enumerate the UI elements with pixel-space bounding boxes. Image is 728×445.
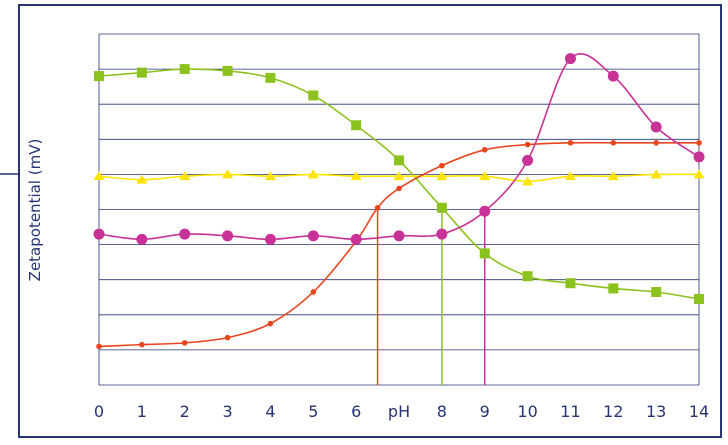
data-point-circle <box>436 228 448 240</box>
data-point-triangle <box>222 169 234 179</box>
x-tick-label: 5 <box>308 402 318 421</box>
data-point-circle <box>564 53 576 65</box>
data-point-square <box>651 286 662 297</box>
data-point-square <box>351 120 362 131</box>
x-tick-label: 2 <box>180 402 190 421</box>
data-point-dot <box>96 343 102 350</box>
series-yellow <box>93 169 705 186</box>
data-point-triangle <box>350 171 362 181</box>
data-point-triangle <box>93 171 105 181</box>
data-point-circle <box>93 228 105 240</box>
x-tick-label: 9 <box>480 402 490 421</box>
data-point-circle <box>136 233 148 245</box>
data-point-circle <box>350 233 362 245</box>
data-point-circle <box>650 121 662 133</box>
x-tick-label: 11 <box>560 402 580 421</box>
data-point-circle <box>479 205 491 217</box>
data-point-triangle <box>179 171 191 181</box>
data-point-square <box>94 71 104 82</box>
data-point-circle <box>393 230 405 242</box>
x-tick-label: pH <box>388 402 410 421</box>
x-tick-label: 13 <box>646 402 666 421</box>
data-point-triangle <box>264 171 276 181</box>
data-point-circle <box>222 230 234 242</box>
data-point-dot <box>181 340 188 346</box>
data-point-square <box>694 294 705 305</box>
data-point-dot <box>653 140 659 146</box>
series-magenta <box>93 52 705 245</box>
data-point-triangle <box>436 171 448 181</box>
series-group <box>93 52 705 350</box>
data-point-dot <box>524 141 531 148</box>
x-tick-label: 3 <box>222 402 232 421</box>
data-point-square <box>222 65 233 76</box>
series-line-magenta <box>98 52 700 241</box>
data-point-dot <box>139 341 145 348</box>
series-line-red <box>98 141 700 348</box>
data-point-circle <box>307 230 319 242</box>
data-point-square <box>436 202 447 213</box>
data-point-triangle <box>607 171 619 181</box>
x-tick-label: 4 <box>265 402 275 421</box>
x-tick-label: 10 <box>517 402 537 421</box>
x-tick-label: 8 <box>437 402 447 421</box>
x-tick-label: 6 <box>351 402 361 421</box>
data-point-triangle <box>479 171 491 181</box>
data-point-circle <box>264 233 276 245</box>
x-tick-label: 14 <box>689 402 709 421</box>
data-point-square <box>608 283 619 294</box>
data-point-dot <box>439 162 445 169</box>
data-point-triangle <box>522 176 534 186</box>
data-point-dot <box>567 140 574 146</box>
data-point-triangle <box>307 169 319 179</box>
data-point-square <box>308 90 319 101</box>
data-point-square <box>565 278 576 289</box>
data-point-dot <box>374 204 381 211</box>
data-point-triangle <box>650 169 662 179</box>
data-point-square <box>136 67 147 78</box>
x-tick-label: 0 <box>94 402 104 421</box>
data-point-dot <box>396 185 402 192</box>
data-point-triangle <box>564 171 576 181</box>
x-tick-label: 1 <box>137 402 147 421</box>
x-tick-label: 12 <box>603 402 623 421</box>
series-green <box>94 64 705 305</box>
data-point-circle <box>693 151 705 163</box>
data-point-dot <box>481 147 488 153</box>
x-tick-labels: 0 1 2 3 4 5 6 pH 8 9 10 11 12 13 14 <box>94 402 709 421</box>
chart-border <box>18 4 722 438</box>
data-point-triangle <box>693 169 705 179</box>
y-axis-label: Zetapotential (mV) <box>26 139 44 282</box>
data-point-dot <box>610 140 617 146</box>
data-point-circle <box>179 228 191 240</box>
data-point-dot <box>267 320 274 327</box>
data-point-square <box>179 64 190 75</box>
data-point-triangle <box>136 174 148 184</box>
data-point-square <box>479 248 490 259</box>
data-point-circle <box>522 154 534 166</box>
data-point-dot <box>696 140 702 146</box>
data-point-dot <box>224 334 231 341</box>
data-point-square <box>265 72 276 83</box>
data-point-square <box>394 155 405 166</box>
data-point-circle <box>607 70 619 82</box>
data-point-square <box>522 271 533 282</box>
data-point-triangle <box>393 171 405 181</box>
data-point-dot <box>310 289 317 295</box>
